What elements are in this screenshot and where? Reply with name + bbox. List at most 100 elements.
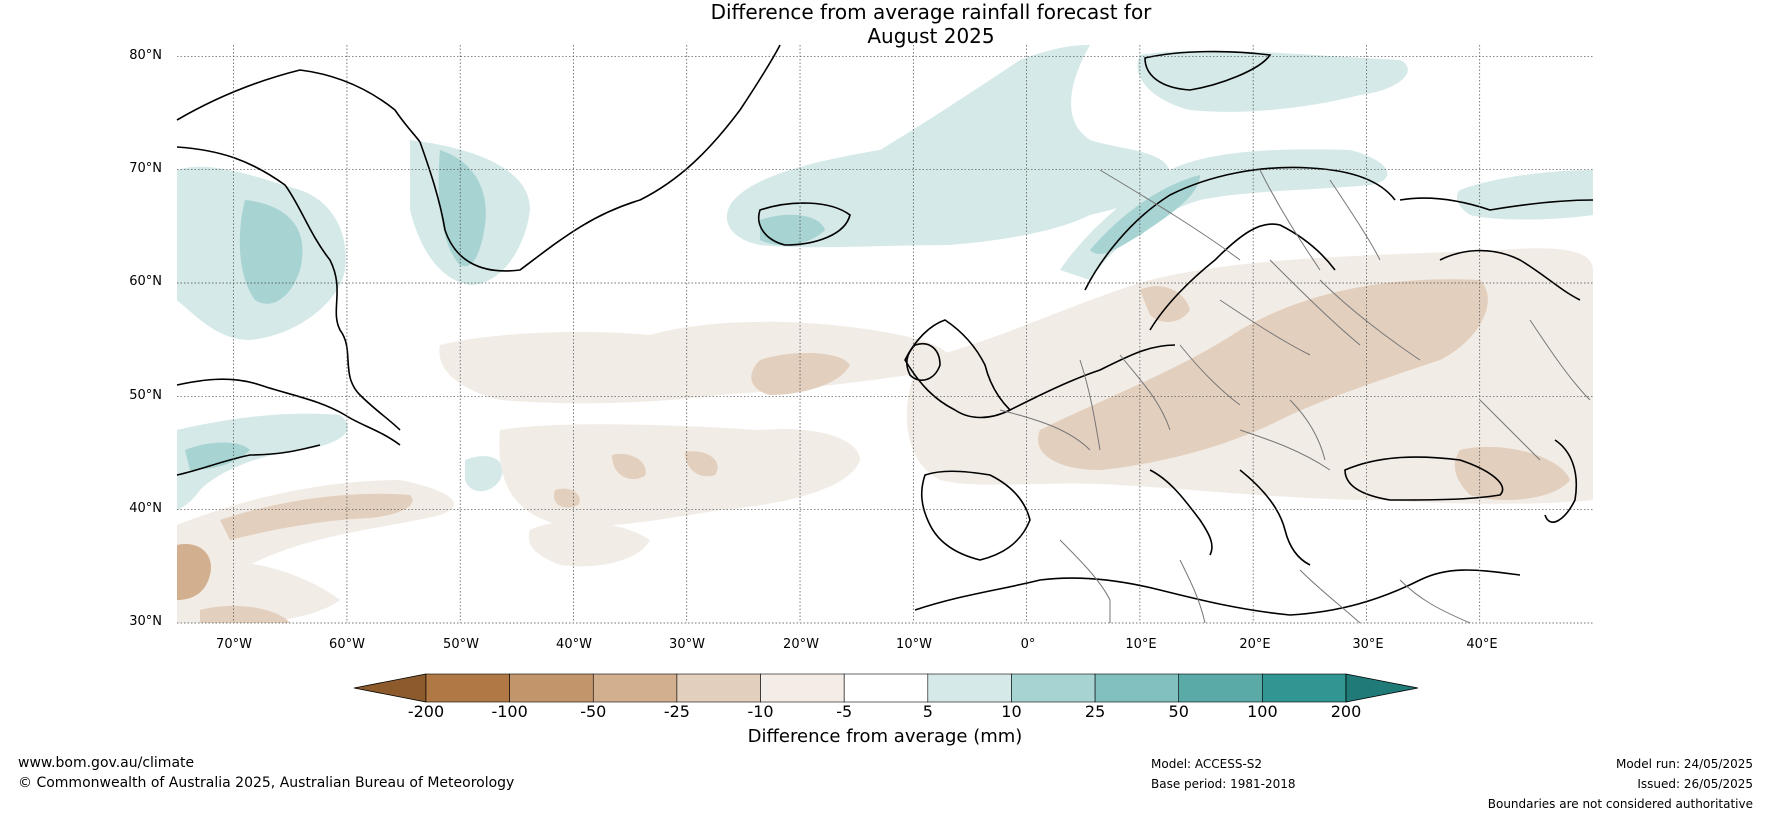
coast-black-sea <box>1344 456 1504 501</box>
lon-label: 50°W <box>443 637 479 652</box>
lon-label: 70°W <box>216 637 252 652</box>
colorbar-tick-label: 100 <box>1247 702 1278 721</box>
graticule <box>177 45 1593 624</box>
wet-region-barents <box>1457 170 1593 220</box>
coast-greenland-north <box>176 69 421 143</box>
coast-labrador <box>176 378 401 446</box>
wet-region-iceland-core <box>760 214 825 246</box>
base-period: Base period: 1981-2018 <box>1151 777 1296 791</box>
colorbar-extend-low <box>353 673 427 703</box>
lat-label: 40°N <box>129 501 162 516</box>
colorbar-tick-label: -5 <box>836 702 853 721</box>
colorbar-swatch <box>843 673 929 703</box>
colorbar-tick-label: -25 <box>663 702 690 721</box>
coast-arctic-russia <box>1399 197 1594 211</box>
country-borders <box>999 169 1591 624</box>
colorbar-swatch <box>760 673 845 703</box>
colorbar-tick-label: -200 <box>407 702 445 721</box>
coast-white-sea <box>1439 249 1581 301</box>
coast-svalbard <box>1144 50 1272 91</box>
colorbar-tick-label: 50 <box>1168 702 1189 721</box>
website-link[interactable]: www.bom.gov.au/climate <box>18 755 195 771</box>
lon-label: 10°W <box>896 637 932 652</box>
colorbar-tick-label: 5 <box>922 702 933 721</box>
dry-region-spot3 <box>685 451 718 477</box>
dry-region-atlantic-core <box>751 353 850 395</box>
dry-region-caucasus <box>1454 446 1570 500</box>
coast-balkans-greece <box>1239 469 1311 566</box>
lon-label: 40°W <box>556 637 592 652</box>
coast-italy <box>1149 469 1213 556</box>
wet-region-iceland <box>726 45 1170 248</box>
colorbar-tick-label: 200 <box>1330 702 1362 721</box>
colorbar-label: Difference from average (mm) <box>747 726 1023 747</box>
lat-label: 60°N <box>129 274 162 289</box>
dry-region-west-atlantic-mid <box>220 493 413 540</box>
lon-label: 30°W <box>669 637 705 652</box>
colorbar-tick-label: -10 <box>747 702 774 721</box>
colorbar-swatch <box>927 673 1012 703</box>
coast-iberia <box>920 470 1031 561</box>
colorbar-swatch <box>1178 673 1263 703</box>
colorbar-swatch <box>509 673 594 703</box>
colorbar-extend-high <box>1345 673 1419 703</box>
wet-region-scandinavia-coast <box>1060 149 1388 280</box>
colorbar-swatch <box>425 673 510 703</box>
title-line-1: Difference from average rainfall forecas… <box>710 0 1152 24</box>
colorbar-tick-label: -50 <box>580 702 607 721</box>
coast-nova-scotia <box>176 444 321 476</box>
coast-sweden-baltic <box>1149 223 1336 331</box>
wet-region-newfoundland-core <box>185 442 250 470</box>
coast-ireland <box>905 343 941 381</box>
wet-region-svalbard <box>1137 50 1408 112</box>
colorbar-swatch <box>1011 673 1096 703</box>
colorbar-swatch <box>1262 673 1347 703</box>
wet-region-newfoundland <box>177 413 348 510</box>
coast-france-lowlands <box>1009 344 1176 411</box>
colorbar-tick-label: 10 <box>1001 702 1022 721</box>
lon-label: 20°W <box>783 637 819 652</box>
colorbar-swatch <box>592 673 678 703</box>
anomaly-shading <box>177 45 1593 623</box>
dry-region-central-atlantic <box>528 521 650 567</box>
coastlines <box>176 44 1594 616</box>
lon-label: 10°E <box>1125 637 1157 652</box>
coast-caspian <box>1544 439 1578 523</box>
model-run-date: Model run: 24/05/2025 <box>1615 757 1753 771</box>
lat-label: 80°N <box>129 48 162 63</box>
dry-region-europe-core <box>1038 279 1488 470</box>
lon-label: 30°E <box>1352 637 1384 652</box>
colorbar-tick-label: 25 <box>1084 702 1106 721</box>
coast-british-isles <box>904 319 1012 419</box>
lon-label: 0° <box>1020 637 1036 652</box>
coast-iceland <box>758 202 851 246</box>
lat-label: 50°N <box>129 388 162 403</box>
dry-region-southwest-2 <box>200 605 290 623</box>
coast-norway <box>1084 166 1396 291</box>
chart-title: Difference from average rainfall forecas… <box>0 0 1770 48</box>
wet-region-labrador-core <box>239 200 303 304</box>
dry-region-southwest-core <box>177 544 211 600</box>
coast-med-north-africa <box>914 569 1521 616</box>
lon-label: 40°E <box>1466 637 1498 652</box>
boundaries-disclaimer: Boundaries are not considered authoritat… <box>1487 797 1753 811</box>
title-line-2: August 2025 <box>867 24 995 48</box>
coast-greenland-east <box>419 44 781 272</box>
dry-region-spot2 <box>612 453 646 480</box>
colorbar-swatch <box>1094 673 1180 703</box>
lon-label: 20°E <box>1239 637 1271 652</box>
copyright-text: © Commonwealth of Australia 2025, Austra… <box>18 775 515 791</box>
colorbar-tick-label: -100 <box>491 702 528 721</box>
colorbar-swatch <box>676 673 761 703</box>
lat-label: 70°N <box>129 161 162 176</box>
wet-region-greenland-se-core <box>438 150 486 267</box>
lon-label: 60°W <box>329 637 365 652</box>
wet-region-midatlantic <box>465 456 503 492</box>
issued-date: Issued: 26/05/2025 <box>1637 777 1753 791</box>
coast-greenland <box>176 146 401 431</box>
lat-label: 30°N <box>129 614 162 629</box>
dry-region-atlantic-south <box>499 424 860 527</box>
model-name: Model: ACCESS-S2 <box>1151 757 1263 771</box>
